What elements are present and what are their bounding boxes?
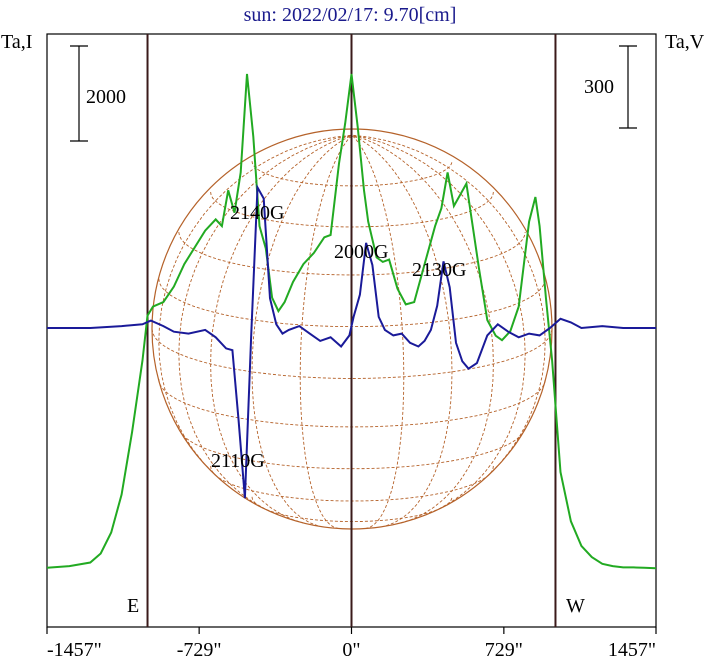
chart-title: sun: 2022/02/17: 9.70[cm] [244,4,457,26]
annotation-2000G: 2000G [334,241,388,263]
x-tick-label-2: 0" [342,639,360,661]
x-axis-ticks: -1457" -729" 0" 729" 1457" [46,627,657,661]
series-stokes-v-line [47,183,656,499]
left-scale-label: 2000 [86,86,126,108]
right-scale-bar [619,45,637,129]
x-tick-label-4: 1457" [608,639,656,661]
annotation-2140G: 2140G [230,202,284,224]
right-axis-label: Ta,V [665,31,705,53]
marker-label-east: E [127,595,139,617]
x-tick-label-3: 729" [485,639,523,661]
annotation-2110G: 2110G [211,450,265,472]
marker-label-west: W [566,595,585,617]
right-scale-label: 300 [584,76,614,98]
annotation-2130G: 2130G [412,259,466,281]
left-axis-label: Ta,I [1,31,32,53]
x-tick-label-1: -729" [177,639,222,661]
left-scale-bar [70,45,88,142]
series-stokes-i-line [46,73,657,570]
x-tick-label-0: -1457" [47,639,102,661]
